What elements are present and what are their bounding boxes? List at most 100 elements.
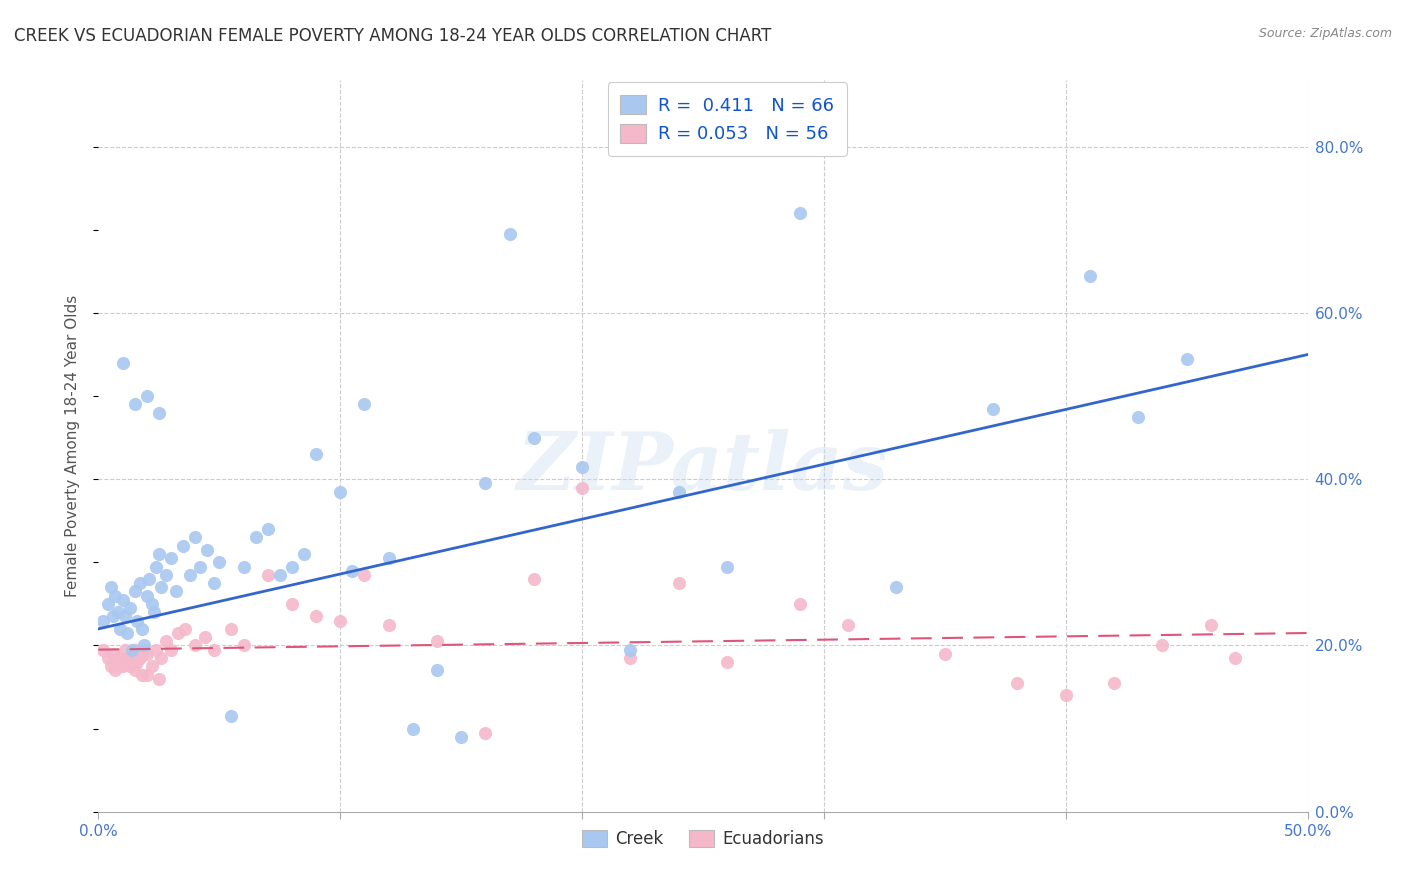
Point	[124, 397, 146, 411]
Point	[167, 626, 190, 640]
Point	[619, 642, 641, 657]
Point	[204, 576, 226, 591]
Point	[194, 630, 217, 644]
Point	[305, 447, 328, 461]
Point	[305, 609, 328, 624]
Point	[118, 659, 141, 673]
Point	[184, 530, 207, 544]
Point	[184, 639, 207, 653]
Point	[474, 476, 496, 491]
Point	[426, 664, 449, 678]
Point	[245, 530, 267, 544]
Point	[114, 609, 136, 624]
Point	[981, 401, 1004, 416]
Point	[377, 551, 399, 566]
Point	[160, 551, 183, 566]
Point	[124, 642, 146, 657]
Point	[135, 389, 157, 403]
Point	[124, 584, 146, 599]
Point	[111, 659, 134, 673]
Point	[128, 651, 150, 665]
Point	[121, 647, 143, 661]
Point	[1175, 351, 1198, 366]
Point	[1102, 676, 1125, 690]
Point	[145, 559, 167, 574]
Point	[174, 622, 197, 636]
Point	[789, 206, 811, 220]
Point	[135, 589, 157, 603]
Point	[329, 614, 352, 628]
Point	[474, 725, 496, 739]
Point	[498, 227, 520, 241]
Point	[104, 589, 127, 603]
Point	[111, 655, 134, 669]
Point	[571, 459, 593, 474]
Point	[402, 722, 425, 736]
Point	[179, 567, 201, 582]
Point	[131, 622, 153, 636]
Point	[837, 617, 859, 632]
Point	[281, 559, 304, 574]
Point	[114, 642, 136, 657]
Point	[188, 559, 211, 574]
Point	[353, 567, 375, 582]
Point	[138, 572, 160, 586]
Point	[107, 651, 129, 665]
Point	[256, 522, 278, 536]
Point	[91, 642, 114, 657]
Point	[124, 664, 146, 678]
Point	[104, 664, 127, 678]
Point	[342, 564, 364, 578]
Point	[165, 584, 187, 599]
Point	[148, 672, 170, 686]
Point	[108, 622, 131, 636]
Point	[789, 597, 811, 611]
Y-axis label: Female Poverty Among 18-24 Year Olds: Female Poverty Among 18-24 Year Olds	[65, 295, 80, 597]
Point	[150, 651, 173, 665]
Point	[141, 659, 163, 673]
Point	[1007, 676, 1029, 690]
Point	[134, 642, 156, 657]
Point	[377, 617, 399, 632]
Point	[128, 576, 150, 591]
Point	[117, 651, 139, 665]
Point	[148, 406, 170, 420]
Legend: Creek, Ecuadorians: Creek, Ecuadorians	[575, 823, 831, 855]
Point	[281, 597, 304, 611]
Point	[353, 397, 375, 411]
Point	[886, 580, 908, 594]
Point	[1199, 617, 1222, 632]
Text: Source: ZipAtlas.com: Source: ZipAtlas.com	[1258, 27, 1392, 40]
Point	[135, 647, 157, 661]
Point	[208, 555, 231, 569]
Point	[117, 626, 139, 640]
Point	[160, 642, 183, 657]
Point	[145, 642, 167, 657]
Point	[195, 542, 218, 557]
Point	[141, 597, 163, 611]
Point	[121, 642, 143, 657]
Point	[100, 580, 122, 594]
Point	[91, 614, 114, 628]
Point	[934, 647, 956, 661]
Point	[155, 634, 177, 648]
Point	[135, 667, 157, 681]
Point	[108, 659, 131, 673]
Point	[148, 547, 170, 561]
Point	[111, 592, 134, 607]
Point	[523, 572, 546, 586]
Point	[150, 580, 173, 594]
Text: CREEK VS ECUADORIAN FEMALE POVERTY AMONG 18-24 YEAR OLDS CORRELATION CHART: CREEK VS ECUADORIAN FEMALE POVERTY AMONG…	[14, 27, 772, 45]
Point	[127, 614, 149, 628]
Point	[101, 609, 124, 624]
Point	[571, 481, 593, 495]
Point	[716, 655, 738, 669]
Point	[269, 567, 291, 582]
Point	[97, 651, 120, 665]
Point	[155, 567, 177, 582]
Point	[232, 559, 254, 574]
Point	[668, 484, 690, 499]
Point	[143, 605, 166, 619]
Point	[1054, 689, 1077, 703]
Point	[426, 634, 449, 648]
